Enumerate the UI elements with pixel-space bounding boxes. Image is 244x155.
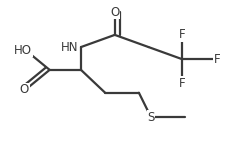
Text: F: F — [214, 53, 221, 66]
Text: HO: HO — [14, 44, 32, 57]
Text: O: O — [20, 83, 29, 96]
Text: F: F — [179, 28, 186, 41]
Text: HN: HN — [61, 41, 79, 54]
Text: O: O — [110, 6, 119, 19]
Text: F: F — [179, 77, 186, 90]
Text: S: S — [147, 111, 155, 124]
